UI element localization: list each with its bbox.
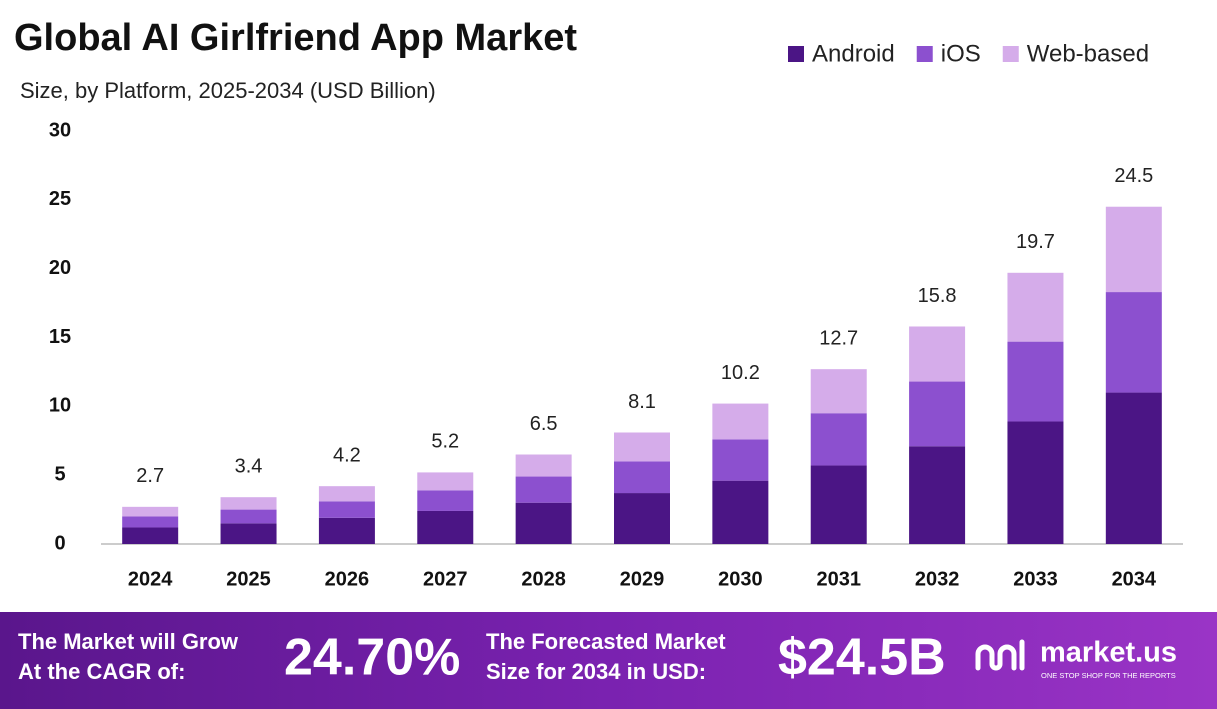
bar-segment <box>909 446 966 544</box>
cagr-label: The Market will Grow <box>18 629 239 654</box>
bar-segment <box>1105 392 1162 544</box>
cagr-value: 24.70% <box>284 629 460 687</box>
bar-segment <box>1105 292 1162 393</box>
bar-segment <box>515 476 572 503</box>
bar-segment <box>515 454 572 477</box>
x-tick-label: 2034 <box>1112 568 1157 590</box>
bar-segment <box>417 472 474 491</box>
bar-segment <box>122 527 179 544</box>
total-label: 4.2 <box>333 444 361 466</box>
total-label: 8.1 <box>628 391 656 413</box>
bar-segment <box>220 523 277 544</box>
total-label: 5.2 <box>431 431 459 453</box>
bar-segment <box>614 493 670 544</box>
bar-segment <box>614 432 670 462</box>
y-tick-label: 10 <box>49 395 71 417</box>
legend-swatch <box>916 46 933 62</box>
chart-title: Global AI Girlfriend App Market <box>14 17 577 59</box>
bar-segment <box>909 326 966 382</box>
legend-swatch <box>788 46 804 62</box>
y-tick-label: 30 <box>49 119 71 141</box>
x-tick-label: 2033 <box>1013 568 1058 590</box>
bar-segment <box>220 497 277 510</box>
brand-tagline: ONE STOP SHOP FOR THE REPORTS <box>1041 671 1176 680</box>
bar-segment <box>318 501 375 518</box>
bar-segment <box>1007 421 1064 544</box>
x-tick-label: 2029 <box>620 568 665 590</box>
x-tick-label: 2028 <box>521 568 566 590</box>
forecast-label: Size for 2034 in USD: <box>486 659 706 684</box>
x-tick-label: 2024 <box>128 568 173 590</box>
bar-segment <box>220 509 277 524</box>
bar-segment <box>122 516 179 528</box>
total-label: 3.4 <box>235 455 263 477</box>
bar-segment <box>417 510 474 544</box>
legend-label: iOS <box>941 40 981 67</box>
x-tick-label: 2026 <box>325 568 370 590</box>
plot-area: 05101520253020242.720253.420264.220275.2… <box>49 119 1183 590</box>
legend-label: Web-based <box>1027 40 1149 67</box>
bar-segment <box>515 502 572 544</box>
total-label: 12.7 <box>819 327 858 349</box>
x-tick-label: 2030 <box>718 568 763 590</box>
bar-segment <box>712 439 769 481</box>
y-tick-label: 0 <box>54 532 65 554</box>
bar-segment <box>614 461 670 494</box>
bar-segment <box>1007 341 1064 422</box>
total-label: 2.7 <box>136 465 164 487</box>
chart-subtitle: Size, by Platform, 2025-2034 (USD Billio… <box>20 78 436 103</box>
x-tick-label: 2031 <box>816 568 861 590</box>
bar-segment <box>1105 206 1162 293</box>
y-tick-label: 5 <box>54 463 65 485</box>
legend-label: Android <box>812 40 895 67</box>
brand-name: market.us <box>1040 637 1177 669</box>
y-tick-label: 15 <box>49 326 71 348</box>
bar-segment <box>712 480 769 544</box>
cagr-label: At the CAGR of: <box>18 659 185 684</box>
total-label: 6.5 <box>530 413 558 435</box>
bar-segment <box>1007 272 1064 342</box>
bar-segment <box>318 486 375 502</box>
brand-logo <box>975 639 1025 671</box>
x-tick-label: 2027 <box>423 568 468 590</box>
x-tick-label: 2032 <box>915 568 960 590</box>
bar-segment <box>909 381 966 447</box>
total-label: 10.2 <box>721 362 760 384</box>
total-label: 19.7 <box>1016 231 1055 253</box>
bar-segment <box>712 403 769 440</box>
bar-segment <box>810 465 867 544</box>
forecast-label: The Forecasted Market <box>486 629 726 654</box>
y-tick-label: 20 <box>49 257 71 279</box>
total-label: 24.5 <box>1114 165 1153 187</box>
y-tick-label: 25 <box>49 188 71 210</box>
x-tick-label: 2025 <box>226 568 271 590</box>
bar-segment <box>318 517 375 544</box>
legend: Android iOS Web-based <box>788 40 1149 67</box>
bar-segment <box>810 369 867 414</box>
bar-segment <box>810 413 867 466</box>
bar-segment <box>122 506 179 517</box>
total-label: 15.8 <box>918 285 957 307</box>
forecast-value: $24.5B <box>778 629 946 687</box>
bar-segment <box>417 490 474 511</box>
legend-swatch <box>1002 46 1019 62</box>
